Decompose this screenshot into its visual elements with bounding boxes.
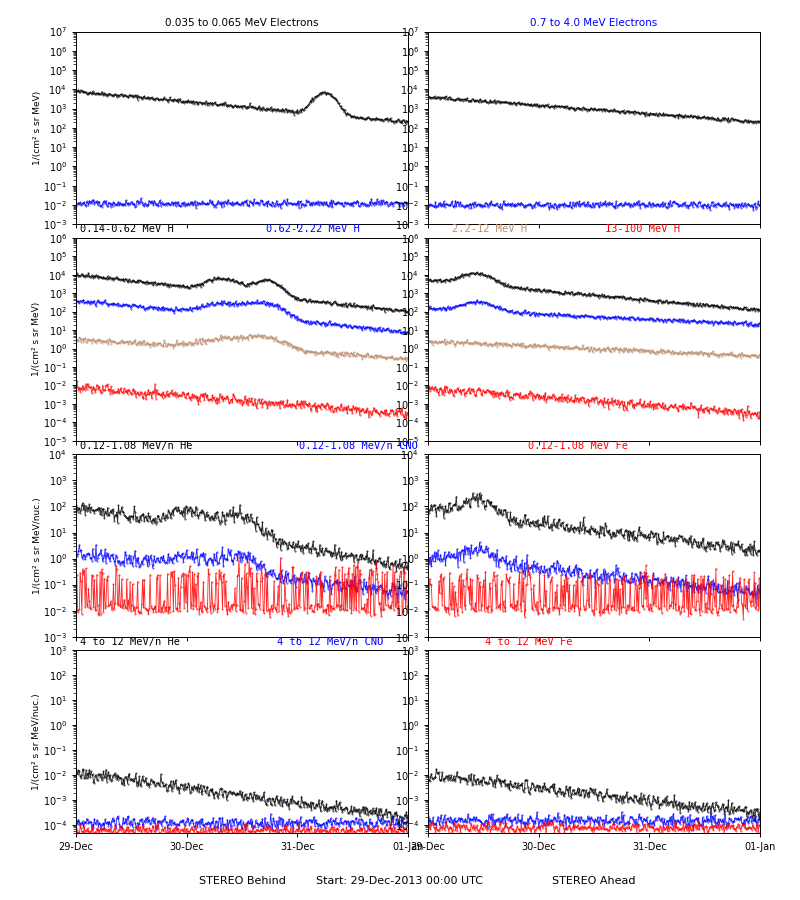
Y-axis label: 1/(cm² s sr MeV): 1/(cm² s sr MeV) <box>32 302 42 376</box>
Text: 4 to 12 MeV Fe: 4 to 12 MeV Fe <box>485 636 585 646</box>
Text: 0.62-2.22 MeV H: 0.62-2.22 MeV H <box>266 224 372 234</box>
Text: Start: 29-Dec-2013 00:00 UTC: Start: 29-Dec-2013 00:00 UTC <box>317 876 483 886</box>
Text: 2.2-12 MeV H: 2.2-12 MeV H <box>452 224 539 234</box>
Text: 0.12-1.08 MeV/n He: 0.12-1.08 MeV/n He <box>80 441 205 451</box>
Text: 4 to 12 MeV/n CNO: 4 to 12 MeV/n CNO <box>277 636 396 646</box>
Y-axis label: 1/(cm² s sr MeV): 1/(cm² s sr MeV) <box>33 91 42 165</box>
Text: 0.7 to 4.0 MeV Electrons: 0.7 to 4.0 MeV Electrons <box>530 18 658 28</box>
Y-axis label: 1/(cm² s sr MeV/nuc.): 1/(cm² s sr MeV/nuc.) <box>33 497 42 594</box>
Text: 0.14-0.62 MeV H: 0.14-0.62 MeV H <box>80 224 186 234</box>
Text: 13-100 MeV H: 13-100 MeV H <box>605 224 693 234</box>
Text: 0.035 to 0.065 MeV Electrons: 0.035 to 0.065 MeV Electrons <box>166 18 318 28</box>
Text: 0.12-1.08 MeV/n CNO: 0.12-1.08 MeV/n CNO <box>298 441 430 451</box>
Text: 4 to 12 MeV/n He: 4 to 12 MeV/n He <box>80 636 193 646</box>
Text: 0.12-1.08 MeV Fe: 0.12-1.08 MeV Fe <box>529 441 641 451</box>
Y-axis label: 1/(cm² s sr MeV/nuc.): 1/(cm² s sr MeV/nuc.) <box>32 693 42 789</box>
Text: STEREO Behind: STEREO Behind <box>198 876 286 886</box>
Text: STEREO Ahead: STEREO Ahead <box>552 876 636 886</box>
